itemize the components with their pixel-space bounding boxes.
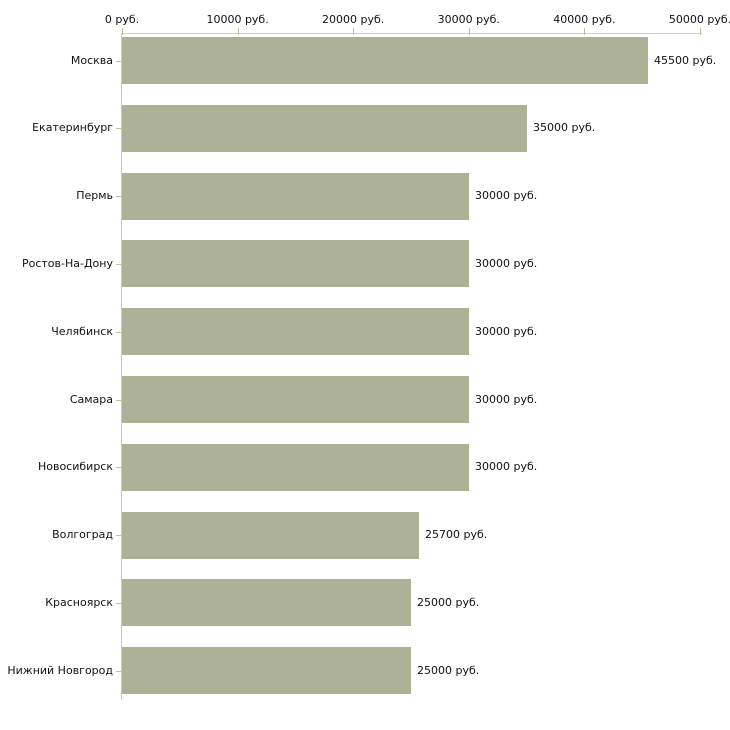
x-axis-tick-label: 40000 руб. — [553, 13, 616, 26]
bar — [122, 376, 469, 423]
x-axis-tick-mark — [468, 28, 470, 35]
category-label: Самара — [69, 392, 113, 406]
bar — [122, 104, 527, 152]
x-axis-tick-label: 0 руб. — [104, 13, 140, 26]
x-axis-tick-mark — [584, 28, 586, 35]
x-axis-tick-mark — [237, 28, 239, 35]
x-axis-tick-mark — [122, 28, 123, 35]
value-label: 45500 руб. — [654, 53, 717, 67]
x-axis-tick-label: 30000 руб. — [437, 13, 500, 26]
category-label: Новосибирск — [37, 460, 113, 474]
x-axis-tick-label: 50000 руб. — [668, 13, 730, 26]
bar — [122, 37, 648, 84]
value-label: 30000 руб. — [475, 189, 538, 203]
value-label: 30000 руб. — [475, 324, 538, 338]
category-axis-tick-mark — [116, 331, 121, 333]
x-axis-tick-mark — [700, 28, 701, 35]
category-axis-tick-mark — [116, 128, 121, 130]
value-label: 30000 руб. — [475, 460, 538, 474]
category-label: Волгоград — [52, 528, 113, 542]
category-label: Пермь — [76, 189, 113, 203]
value-label: 35000 руб. — [533, 121, 596, 135]
bar — [122, 511, 419, 559]
category-label: Челябинск — [51, 324, 113, 338]
category-label: Нижний Новгород — [7, 663, 113, 677]
value-label: 25000 руб. — [417, 595, 480, 609]
value-label: 25700 руб. — [425, 528, 488, 542]
category-label: Москва — [70, 53, 113, 67]
category-axis-tick-mark — [116, 263, 121, 265]
y-axis-line — [121, 33, 122, 700]
value-label: 25000 руб. — [417, 663, 480, 677]
bar — [122, 172, 469, 220]
category-label: Ростов-На-Дону — [21, 256, 113, 270]
category-axis-tick-mark — [116, 535, 121, 537]
category-axis-tick-mark — [116, 399, 121, 401]
category-axis-tick-mark — [116, 670, 121, 672]
bar — [122, 308, 469, 356]
bar — [122, 647, 411, 695]
bar — [122, 579, 411, 627]
category-label: Красноярск — [45, 595, 113, 609]
category-axis-tick-mark — [116, 467, 121, 469]
x-axis-line — [122, 33, 702, 34]
category-label: Екатеринбург — [32, 121, 113, 135]
x-axis-tick-label: 10000 руб. — [206, 13, 269, 26]
value-label: 30000 руб. — [475, 256, 538, 270]
bar — [122, 443, 469, 491]
x-axis-tick-label: 20000 руб. — [322, 13, 385, 26]
category-axis-tick-mark — [116, 196, 121, 198]
value-label: 30000 руб. — [475, 392, 538, 406]
category-axis-tick-mark — [116, 602, 121, 604]
bar — [122, 240, 469, 288]
category-axis-tick-mark — [116, 60, 121, 62]
x-axis-tick-mark — [353, 28, 355, 35]
